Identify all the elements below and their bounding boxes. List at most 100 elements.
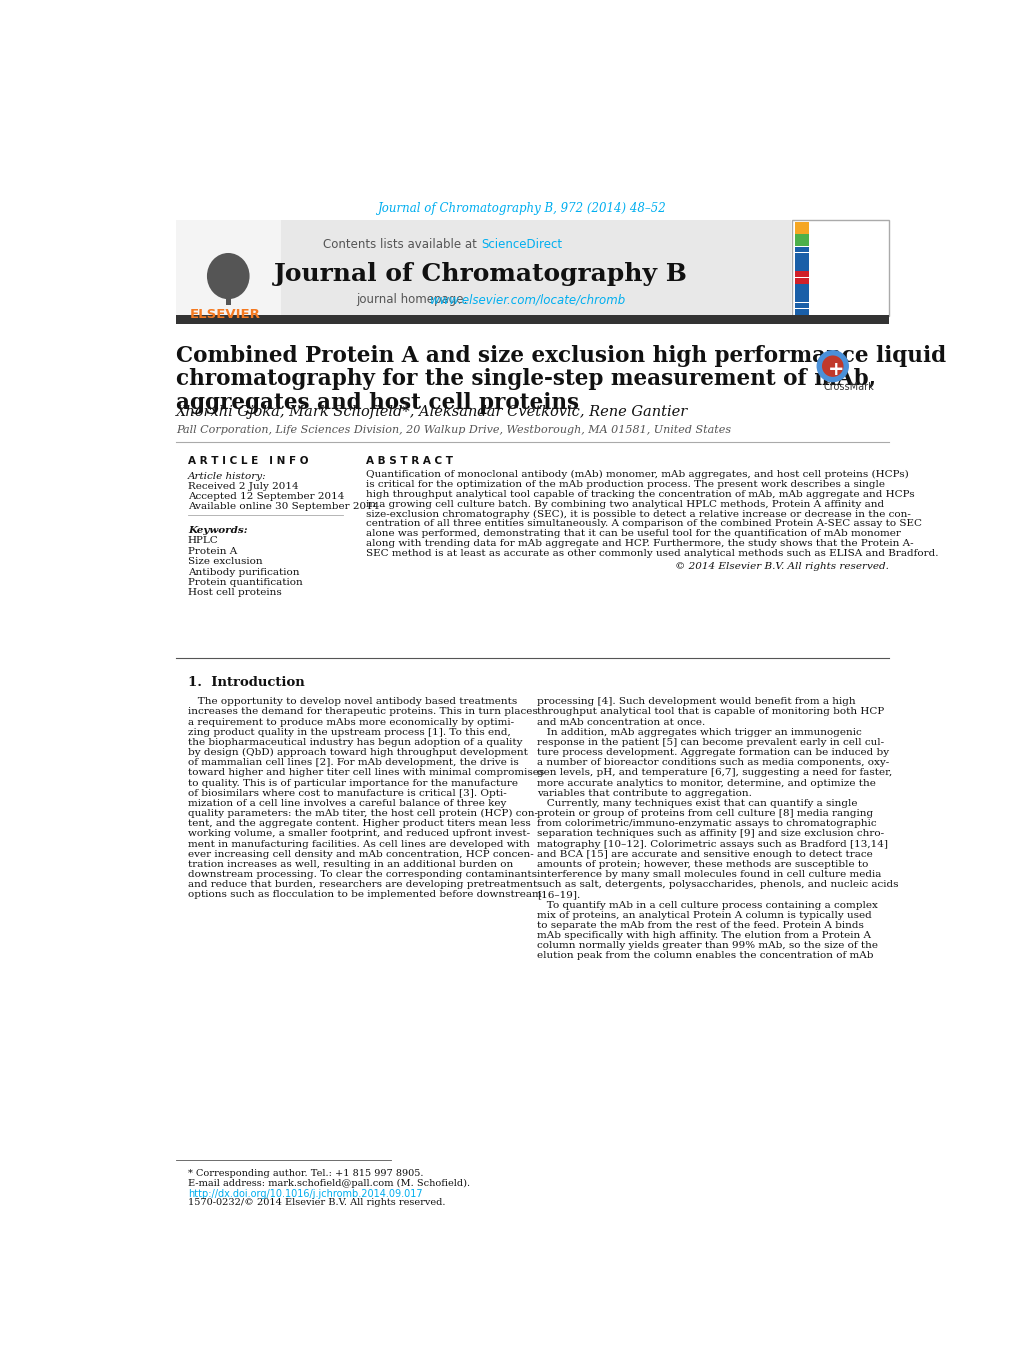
Text: Article history:: Article history: [187, 471, 266, 481]
Text: Journal of Chromatography B, 972 (2014) 48–52: Journal of Chromatography B, 972 (2014) … [378, 203, 666, 215]
Text: size-exclusion chromatography (SEC), it is possible to detect a relative increas: size-exclusion chromatography (SEC), it … [366, 509, 910, 519]
Text: protein or group of proteins from cell culture [8] media ranging: protein or group of proteins from cell c… [536, 809, 872, 819]
Text: increases the demand for therapeutic proteins. This in turn places: increases the demand for therapeutic pro… [187, 708, 537, 716]
Text: ture process development. Aggregate formation can be induced by: ture process development. Aggregate form… [536, 748, 888, 757]
Bar [794, 284, 808, 289]
Text: gen levels, pH, and temperature [6,7], suggesting a need for faster,: gen levels, pH, and temperature [6,7], s… [536, 769, 891, 777]
Bar [794, 247, 808, 253]
Text: chromatography for the single-step measurement of mAb,: chromatography for the single-step measu… [176, 369, 875, 390]
Text: 1570-0232/© 2014 Elsevier B.V. All rights reserved.: 1570-0232/© 2014 Elsevier B.V. All right… [187, 1198, 445, 1206]
Text: zing product quality in the upstream process [1]. To this end,: zing product quality in the upstream pro… [187, 728, 511, 736]
Text: Combined Protein A and size exclusion high performance liquid: Combined Protein A and size exclusion hi… [176, 346, 946, 367]
Text: CrossMark: CrossMark [822, 381, 873, 392]
Text: from colorimetric/immuno-enzymatic assays to chromatographic: from colorimetric/immuno-enzymatic assay… [536, 819, 875, 828]
Text: ment in manufacturing facilities. As cell lines are developed with: ment in manufacturing facilities. As cel… [187, 839, 529, 848]
Text: * Corresponding author. Tel.: +1 815 997 8905.: * Corresponding author. Tel.: +1 815 997… [187, 1169, 423, 1178]
Bar [794, 265, 808, 272]
Bar [176, 315, 889, 324]
Text: variables that contribute to aggregation.: variables that contribute to aggregation… [536, 789, 751, 797]
Bar [176, 220, 280, 316]
Text: downstream processing. To clear the corresponding contaminants: downstream processing. To clear the corr… [187, 870, 536, 880]
Text: 1.  Introduction: 1. Introduction [187, 677, 305, 689]
Text: Available online 30 September 2014: Available online 30 September 2014 [187, 503, 379, 512]
Text: Journal of Chromatography B: Journal of Chromatography B [274, 262, 687, 286]
Text: elution peak from the column enables the concentration of mAb: elution peak from the column enables the… [536, 951, 872, 961]
Bar [176, 220, 790, 316]
Bar [225, 289, 230, 304]
Text: column normally yields greater than 99% mAb, so the size of the: column normally yields greater than 99% … [536, 942, 876, 950]
Text: http://dx.doi.org/10.1016/j.jchromb.2014.09.017: http://dx.doi.org/10.1016/j.jchromb.2014… [187, 1189, 422, 1198]
Text: amounts of protein; however, these methods are susceptible to: amounts of protein; however, these metho… [536, 859, 867, 869]
Text: Antibody purification: Antibody purification [187, 567, 300, 577]
Text: Keywords:: Keywords: [187, 526, 248, 535]
Text: quality parameters: the mAb titer, the host cell protein (HCP) con-: quality parameters: the mAb titer, the h… [187, 809, 537, 819]
Text: +: + [827, 359, 844, 380]
Text: and mAb concentration at once.: and mAb concentration at once. [536, 717, 704, 727]
Text: Protein quantification: Protein quantification [187, 578, 303, 586]
Bar [794, 309, 808, 315]
Bar [792, 220, 889, 316]
Text: © 2014 Elsevier B.V. All rights reserved.: © 2014 Elsevier B.V. All rights reserved… [675, 562, 889, 571]
Text: to quality. This is of particular importance for the manufacture: to quality. This is of particular import… [187, 778, 518, 788]
Text: more accurate analytics to monitor, determine, and optimize the: more accurate analytics to monitor, dete… [536, 778, 874, 788]
Text: tent, and the aggregate content. Higher product titers mean less: tent, and the aggregate content. Higher … [187, 819, 530, 828]
Text: mix of proteins, an analytical Protein A column is typically used: mix of proteins, an analytical Protein A… [536, 911, 870, 920]
Text: separation techniques such as affinity [9] and size exclusion chro-: separation techniques such as affinity [… [536, 830, 882, 839]
Text: a number of bioreactor conditions such as media components, oxy-: a number of bioreactor conditions such a… [536, 758, 889, 767]
Text: Size exclusion: Size exclusion [187, 557, 262, 566]
Text: interference by many small molecules found in cell culture media: interference by many small molecules fou… [536, 870, 880, 880]
Bar [794, 222, 808, 227]
Text: ever increasing cell density and mAb concentration, HCP concen-: ever increasing cell density and mAb con… [187, 850, 533, 859]
Bar [794, 240, 808, 246]
Bar [794, 259, 808, 265]
Text: E-mail address: mark.schofield@pall.com (M. Schofield).: E-mail address: mark.schofield@pall.com … [187, 1178, 470, 1188]
Text: centration of all three entities simultaneously. A comparison of the combined Pr: centration of all three entities simulta… [366, 519, 921, 528]
Text: in a growing cell culture batch. By combining two analytical HPLC methods, Prote: in a growing cell culture batch. By comb… [366, 500, 883, 509]
Text: Protein A: Protein A [187, 547, 237, 555]
Bar [794, 228, 808, 234]
Text: of biosimilars where cost to manufacture is critical [3]. Opti-: of biosimilars where cost to manufacture… [187, 789, 506, 797]
Text: ELSEVIER: ELSEVIER [190, 308, 260, 322]
Text: throughput analytical tool that is capable of monitoring both HCP: throughput analytical tool that is capab… [536, 708, 883, 716]
Text: www.elsevier.com/locate/chromb: www.elsevier.com/locate/chromb [429, 293, 625, 307]
Text: along with trending data for mAb aggregate and HCP. Furthermore, the study shows: along with trending data for mAb aggrega… [366, 539, 913, 549]
Text: Accepted 12 September 2014: Accepted 12 September 2014 [187, 493, 344, 501]
Ellipse shape [207, 253, 250, 299]
Bar [794, 253, 808, 258]
Text: such as salt, detergents, polysaccharides, phenols, and nucleic acids: such as salt, detergents, polysaccharide… [536, 881, 898, 889]
Text: Currently, many techniques exist that can quantify a single: Currently, many techniques exist that ca… [536, 798, 856, 808]
Bar [794, 303, 808, 308]
Text: Received 2 July 2014: Received 2 July 2014 [187, 482, 299, 492]
Text: alone was performed, demonstrating that it can be useful tool for the quantifica: alone was performed, demonstrating that … [366, 530, 900, 538]
Text: Quantification of monoclonal antibody (mAb) monomer, mAb aggregates, and host ce: Quantification of monoclonal antibody (m… [366, 470, 908, 480]
Text: Xhorxhi Gjoka, Mark Schofield*, Aleksandar Cvetkovic, Rene Gantier: Xhorxhi Gjoka, Mark Schofield*, Aleksand… [176, 405, 688, 419]
Text: by design (QbD) approach toward high throughput development: by design (QbD) approach toward high thr… [187, 748, 527, 757]
Text: tration increases as well, resulting in an additional burden on: tration increases as well, resulting in … [187, 859, 513, 869]
Text: mAb specifically with high affinity. The elution from a Protein A: mAb specifically with high affinity. The… [536, 931, 870, 940]
Text: of mammalian cell lines [2]. For mAb development, the drive is: of mammalian cell lines [2]. For mAb dev… [187, 758, 519, 767]
Text: A R T I C L E   I N F O: A R T I C L E I N F O [187, 457, 308, 466]
Text: toward higher and higher titer cell lines with minimal compromises: toward higher and higher titer cell line… [187, 769, 544, 777]
Text: Contents lists available at: Contents lists available at [323, 238, 480, 250]
Text: aggregates and host cell proteins: aggregates and host cell proteins [176, 392, 579, 413]
Bar [794, 278, 808, 284]
Text: [16–19].: [16–19]. [536, 890, 580, 900]
Text: the biopharmaceutical industry has begun adoption of a quality: the biopharmaceutical industry has begun… [187, 738, 522, 747]
Text: and BCA [15] are accurate and sensitive enough to detect trace: and BCA [15] are accurate and sensitive … [536, 850, 871, 859]
Text: mization of a cell line involves a careful balance of three key: mization of a cell line involves a caref… [187, 798, 505, 808]
Text: options such as flocculation to be implemented before downstream: options such as flocculation to be imple… [187, 890, 541, 900]
Text: SEC method is at least as accurate as other commonly used analytical methods suc: SEC method is at least as accurate as ot… [366, 549, 937, 558]
Text: processing [4]. Such development would benefit from a high: processing [4]. Such development would b… [536, 697, 855, 707]
Bar [794, 272, 808, 277]
Text: HPLC: HPLC [187, 536, 218, 546]
Text: high throughput analytical tool capable of tracking the concentration of mAb, mA: high throughput analytical tool capable … [366, 490, 914, 499]
Text: matography [10–12]. Colorimetric assays such as Bradford [13,14]: matography [10–12]. Colorimetric assays … [536, 839, 887, 848]
Bar [794, 296, 808, 303]
Text: A B S T R A C T: A B S T R A C T [366, 457, 452, 466]
Text: Host cell proteins: Host cell proteins [187, 588, 281, 597]
Circle shape [822, 357, 842, 376]
Circle shape [816, 351, 848, 381]
Text: journal homepage:: journal homepage: [356, 293, 471, 307]
Bar [794, 290, 808, 296]
Text: a requirement to produce mAbs more economically by optimi-: a requirement to produce mAbs more econo… [187, 717, 514, 727]
